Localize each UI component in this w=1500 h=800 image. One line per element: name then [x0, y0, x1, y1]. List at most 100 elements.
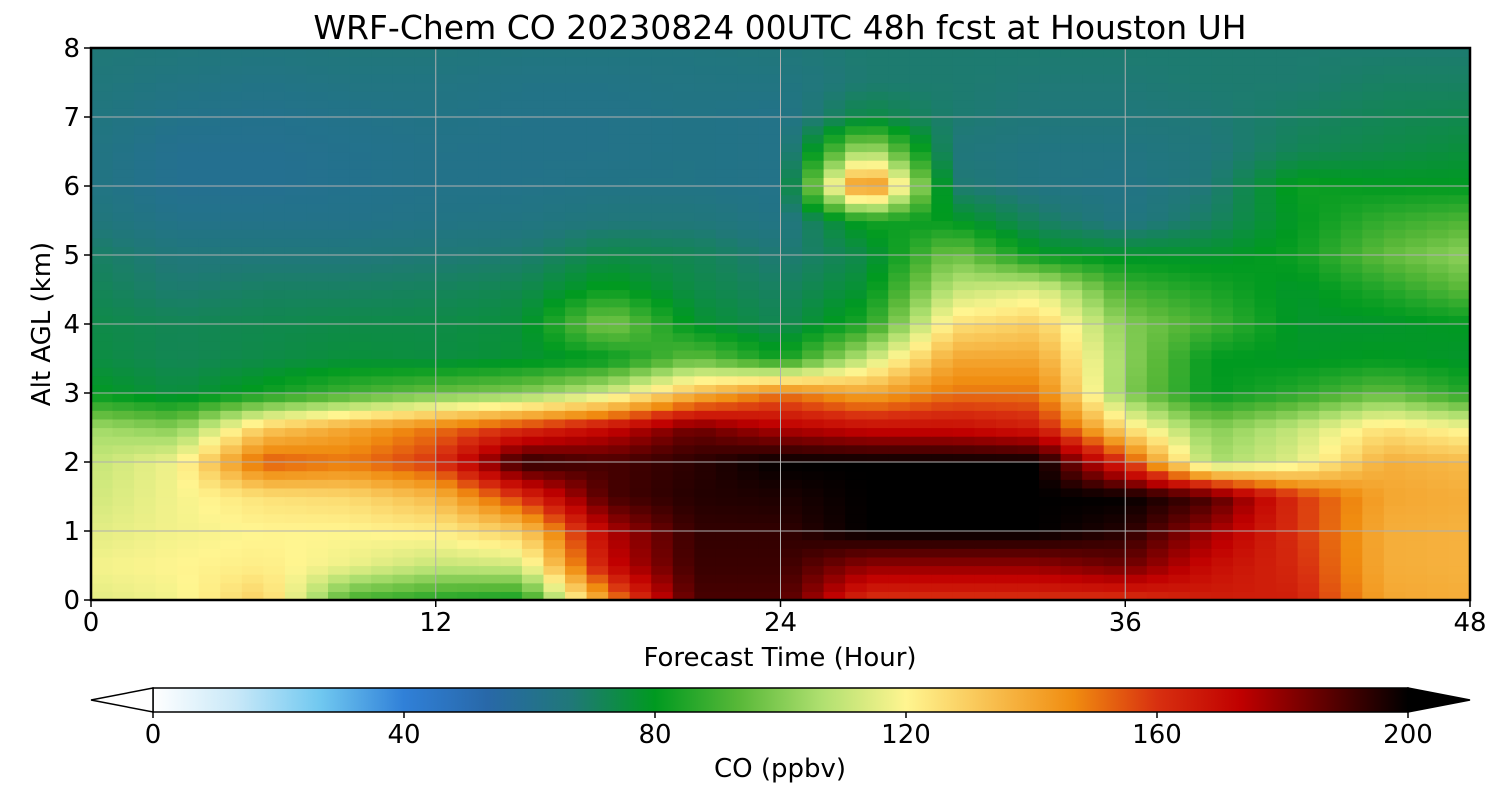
colorbar-tick-label: 40: [387, 720, 420, 750]
heatmap-cell: [1211, 367, 1234, 377]
heatmap-cell: [1039, 393, 1062, 403]
heatmap-cell: [414, 582, 437, 592]
heatmap-cell: [435, 315, 458, 325]
heatmap-cell: [1082, 125, 1105, 135]
heatmap-cell: [672, 418, 695, 429]
heatmap-cell: [198, 591, 221, 600]
heatmap-cell: [1297, 99, 1320, 109]
heatmap-cell: [1340, 255, 1363, 265]
heatmap-cell: [1405, 436, 1428, 446]
heatmap-cell: [780, 117, 803, 127]
heatmap-cell: [802, 384, 825, 394]
heatmap-cell: [155, 582, 178, 592]
heatmap-cell: [543, 453, 566, 463]
heatmap-cell: [1232, 444, 1256, 454]
heatmap-cell: [1146, 522, 1169, 532]
heatmap-cell: [478, 582, 501, 592]
heatmap-cell: [1017, 505, 1040, 515]
heatmap-cell: [909, 134, 932, 144]
heatmap-cell: [651, 289, 674, 299]
heatmap-cell: [1448, 280, 1470, 291]
chart-title: WRF-Chem CO 20230824 00UTC 48h fcst at H…: [313, 8, 1246, 47]
heatmap-cell: [780, 341, 803, 351]
heatmap-cell: [435, 177, 458, 187]
heatmap-cell: [1276, 91, 1299, 101]
heatmap-cell: [371, 211, 394, 222]
heatmap-cell: [565, 539, 588, 549]
heatmap-cell: [672, 237, 695, 247]
heatmap-cell: [1017, 332, 1040, 342]
heatmap-cell: [1319, 48, 1342, 58]
heatmap-cell: [198, 401, 221, 411]
heatmap-cell: [263, 306, 286, 316]
heatmap-cell: [672, 582, 695, 592]
heatmap-cell: [500, 220, 523, 230]
heatmap-cell: [931, 591, 954, 600]
heatmap-cell: [1082, 332, 1105, 342]
heatmap-cell: [672, 91, 695, 101]
heatmap-cell: [112, 522, 135, 532]
heatmap-cell: [371, 513, 394, 523]
heatmap-cell: [1405, 487, 1428, 498]
heatmap-cell: [328, 479, 351, 489]
heatmap-cell: [543, 203, 566, 213]
heatmap-cell: [1103, 496, 1126, 506]
heatmap-cell: [220, 168, 243, 178]
heatmap-cell: [651, 574, 674, 584]
heatmap-cell: [414, 48, 437, 58]
heatmap-cell: [1146, 470, 1169, 480]
heatmap-cell: [478, 186, 501, 196]
heatmap-cell: [672, 531, 695, 541]
heatmap-cell: [1039, 574, 1062, 584]
heatmap-cell: [931, 203, 954, 213]
heatmap-cell: [371, 470, 394, 480]
heatmap-cell: [220, 82, 243, 92]
heatmap-cell: [845, 289, 868, 299]
heatmap-cell: [974, 65, 997, 75]
heatmap-cell: [1168, 393, 1191, 403]
heatmap-cell: [823, 358, 846, 368]
heatmap-cell: [1103, 556, 1126, 567]
heatmap-cell: [414, 531, 437, 541]
heatmap-cell: [91, 220, 114, 230]
heatmap-cell: [371, 117, 394, 127]
heatmap-cell: [349, 177, 372, 187]
heatmap-cell: [349, 82, 372, 92]
heatmap-cell: [780, 280, 803, 291]
heatmap-cell: [866, 306, 889, 316]
heatmap-cell: [1383, 367, 1406, 377]
heatmap-cell: [1426, 462, 1450, 472]
heatmap-cell: [758, 211, 782, 222]
heatmap-cell: [1232, 487, 1256, 498]
heatmap-cell: [155, 479, 178, 489]
heatmap-cell: [392, 229, 415, 239]
heatmap-cell: [220, 56, 243, 66]
heatmap-cell: [1146, 539, 1169, 549]
heatmap-cell: [435, 349, 458, 360]
heatmap-cell: [177, 410, 200, 420]
heatmap-cell: [802, 531, 825, 541]
heatmap-cell: [155, 203, 178, 213]
heatmap-cell: [177, 332, 200, 342]
heatmap-cell: [1146, 168, 1169, 178]
heatmap-cell: [112, 565, 135, 575]
heatmap-cell: [1146, 324, 1169, 334]
heatmap-cell: [155, 186, 178, 196]
heatmap-cell: [737, 531, 760, 541]
heatmap-cell: [1319, 470, 1342, 480]
heatmap-cell: [328, 298, 351, 308]
heatmap-cell: [952, 229, 976, 239]
heatmap-cell: [758, 255, 782, 265]
heatmap-cell: [694, 91, 717, 101]
heatmap-cell: [1189, 410, 1213, 420]
heatmap-cell: [521, 349, 545, 360]
heatmap-cell: [715, 418, 739, 429]
heatmap-cell: [780, 186, 803, 196]
heatmap-cell: [198, 436, 221, 446]
heatmap-cell: [1383, 427, 1406, 437]
heatmap-cell: [198, 125, 221, 135]
heatmap-cell: [371, 65, 394, 75]
heatmap-cell: [457, 470, 480, 480]
heatmap-cell: [371, 125, 394, 135]
heatmap-cell: [1232, 177, 1256, 187]
